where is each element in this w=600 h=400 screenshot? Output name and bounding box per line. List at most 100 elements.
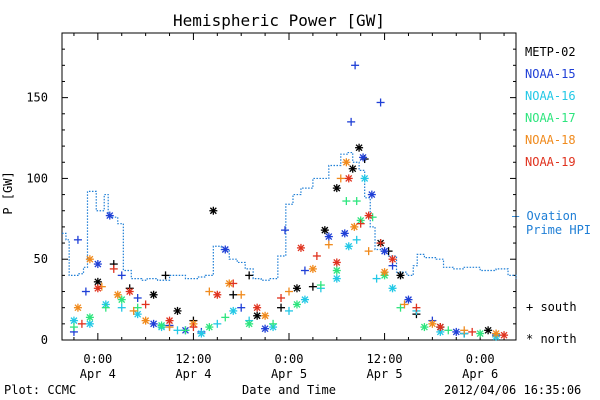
x-tick-label: Apr 4 <box>80 367 116 381</box>
legend-entry: NOAA-17 <box>525 111 576 125</box>
x-tick-label: 12:00 <box>175 352 211 366</box>
data-point-metp-02 <box>320 226 329 235</box>
x-tick-label: Apr 5 <box>367 367 403 381</box>
data-point-noaa-15 <box>73 235 82 244</box>
x-tick-label: Apr 5 <box>271 367 307 381</box>
x-tick-label: 0:00 <box>275 352 304 366</box>
data-point-metp-02 <box>292 284 301 293</box>
data-point-noaa-18 <box>364 247 373 256</box>
data-point-noaa-18 <box>73 303 82 312</box>
data-point-noaa-15 <box>261 324 270 333</box>
data-point-noaa-17 <box>332 266 341 275</box>
data-point-metp-02 <box>173 306 182 315</box>
x-axis-label: Date and Time <box>242 383 336 397</box>
data-point-noaa-19 <box>376 239 385 248</box>
legend-south: + south <box>526 300 577 314</box>
data-point-noaa-17 <box>352 197 361 206</box>
data-point-noaa-15 <box>359 153 368 162</box>
legend-north: * north <box>526 332 577 346</box>
data-point-noaa-15 <box>351 61 360 70</box>
data-point-noaa-15 <box>281 226 290 235</box>
data-point-noaa-16 <box>388 284 397 293</box>
data-point-noaa-18 <box>308 264 317 273</box>
data-point-noaa-17 <box>101 303 110 312</box>
data-point-noaa-19 <box>165 316 174 325</box>
x-tick-label: Apr 4 <box>175 367 211 381</box>
data-point-noaa-19 <box>213 290 222 299</box>
legend-entry: NOAA-19 <box>525 155 576 169</box>
data-point-noaa-17 <box>221 313 230 322</box>
data-point-noaa-19 <box>388 255 397 264</box>
data-point-noaa-17 <box>245 319 254 328</box>
data-point-noaa-15 <box>452 327 461 336</box>
data-point-noaa-17 <box>292 300 301 309</box>
x-tick-label: Apr 6 <box>462 367 498 381</box>
data-point-noaa-15 <box>380 247 389 256</box>
data-point-noaa-15 <box>117 271 126 280</box>
data-point-noaa-17 <box>205 323 214 332</box>
data-point-noaa-15 <box>105 211 114 220</box>
data-point-noaa-19 <box>344 174 353 183</box>
ovation-prime-line <box>62 151 517 281</box>
data-point-metp-02 <box>245 271 254 280</box>
data-point-noaa-19 <box>125 287 134 296</box>
data-point-noaa-16 <box>197 329 206 338</box>
data-point-metp-02 <box>484 326 493 335</box>
data-point-metp-02 <box>209 206 218 215</box>
data-point-noaa-16 <box>352 235 361 244</box>
data-point-noaa-19 <box>356 219 365 228</box>
chart-title: Hemispheric Power [GW] <box>173 11 385 30</box>
legend-ovation-label: — Ovation <box>512 209 577 223</box>
data-point-noaa-19 <box>500 331 509 340</box>
plot-credit: Plot: CCMC <box>4 383 76 397</box>
data-point-noaa-15 <box>324 232 333 241</box>
data-point-noaa-15 <box>376 98 385 107</box>
data-point-metp-02 <box>396 271 405 280</box>
data-point-noaa-19 <box>253 303 262 312</box>
data-point-noaa-18 <box>380 268 389 277</box>
data-point-noaa-19 <box>364 211 373 220</box>
data-point-metp-02 <box>348 164 357 173</box>
data-point-noaa-17 <box>157 321 166 330</box>
data-point-noaa-17 <box>342 197 351 206</box>
data-point-noaa-17 <box>444 326 453 335</box>
data-point-noaa-18 <box>400 300 409 309</box>
data-point-noaa-16 <box>173 326 182 335</box>
data-point-noaa-17 <box>316 281 325 290</box>
data-point-noaa-19 <box>77 319 86 328</box>
data-point-noaa-15 <box>93 260 102 269</box>
data-point-noaa-19 <box>93 284 102 293</box>
x-tick-label: 12:00 <box>367 352 403 366</box>
data-point-metp-02 <box>229 290 238 299</box>
data-point-noaa-18 <box>285 287 293 296</box>
data-point-noaa-19 <box>312 251 321 260</box>
legend-entry: METP-02 <box>525 45 576 59</box>
data-point-metp-02 <box>308 282 317 291</box>
data-point-noaa-17 <box>181 326 190 335</box>
data-point-noaa-18 <box>237 290 246 299</box>
data-point-noaa-15 <box>300 266 309 275</box>
data-point-noaa-15 <box>367 190 376 199</box>
data-point-noaa-15 <box>221 245 230 254</box>
data-point-noaa-16 <box>332 274 341 283</box>
data-point-noaa-18 <box>492 329 501 338</box>
data-point-noaa-15 <box>149 319 158 328</box>
data-point-noaa-18 <box>428 319 437 328</box>
data-point-noaa-19 <box>141 300 150 309</box>
data-point-noaa-16 <box>372 274 381 283</box>
data-point-noaa-17 <box>69 323 78 332</box>
data-point-noaa-17 <box>85 313 94 322</box>
data-point-noaa-17 <box>269 319 278 328</box>
data-point-metp-02 <box>355 143 364 152</box>
data-point-noaa-19 <box>296 243 305 252</box>
legend-entry: NOAA-15 <box>525 67 576 81</box>
data-point-metp-02 <box>149 290 158 299</box>
data-point-noaa-18 <box>141 316 150 325</box>
data-point-noaa-16 <box>213 319 222 328</box>
x-tick-label: 0:00 <box>466 352 495 366</box>
data-point-noaa-17 <box>420 323 429 332</box>
timestamp: 2012/04/06 16:35:06 <box>444 383 581 397</box>
data-point-noaa-18 <box>205 287 214 296</box>
y-axis-label: P [GW] <box>1 171 15 214</box>
